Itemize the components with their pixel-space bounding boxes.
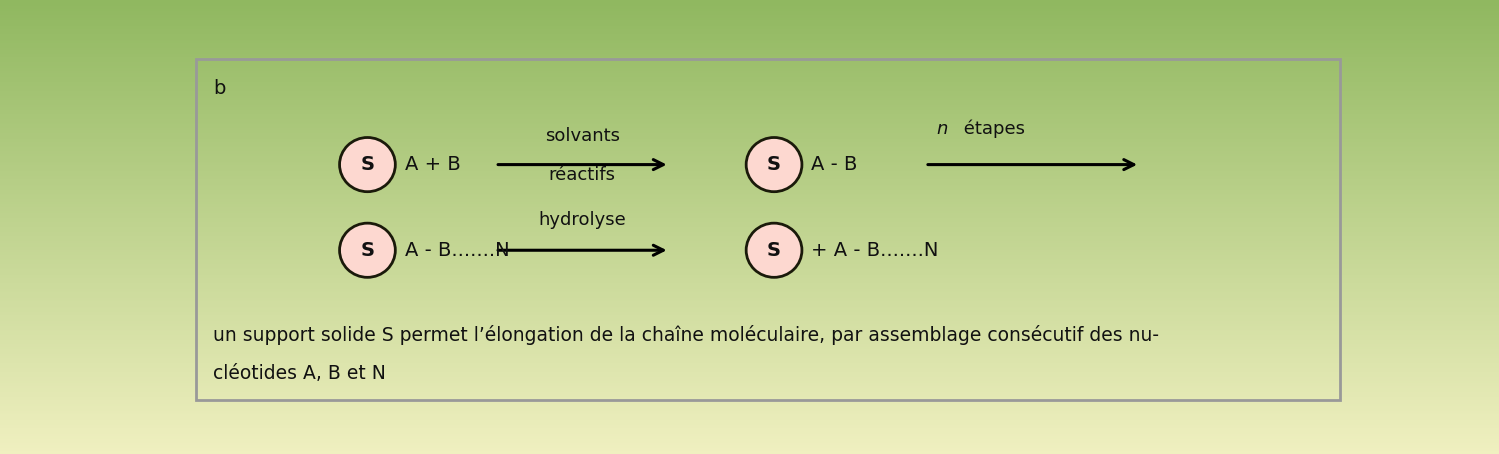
Ellipse shape — [340, 223, 396, 277]
Ellipse shape — [340, 138, 396, 192]
Text: + A - B.......N: + A - B.......N — [811, 241, 938, 260]
Text: n: n — [937, 120, 947, 138]
Text: S: S — [360, 155, 375, 174]
Ellipse shape — [747, 223, 802, 277]
Ellipse shape — [747, 138, 802, 192]
Text: cléotides A, B et N: cléotides A, B et N — [213, 364, 385, 383]
Text: S: S — [767, 241, 781, 260]
Text: A + B: A + B — [405, 155, 460, 174]
Text: S: S — [767, 155, 781, 174]
Text: un support solide S permet l’élongation de la chaîne moléculaire, par assemblage: un support solide S permet l’élongation … — [213, 326, 1159, 345]
Text: étapes: étapes — [958, 120, 1025, 138]
Text: solvants: solvants — [544, 128, 621, 145]
Text: b: b — [213, 79, 225, 98]
Text: réactifs: réactifs — [549, 166, 616, 184]
Text: S: S — [360, 241, 375, 260]
Text: A - B: A - B — [811, 155, 857, 174]
Text: hydrolyse: hydrolyse — [538, 211, 627, 229]
Text: A - B.......N: A - B.......N — [405, 241, 510, 260]
